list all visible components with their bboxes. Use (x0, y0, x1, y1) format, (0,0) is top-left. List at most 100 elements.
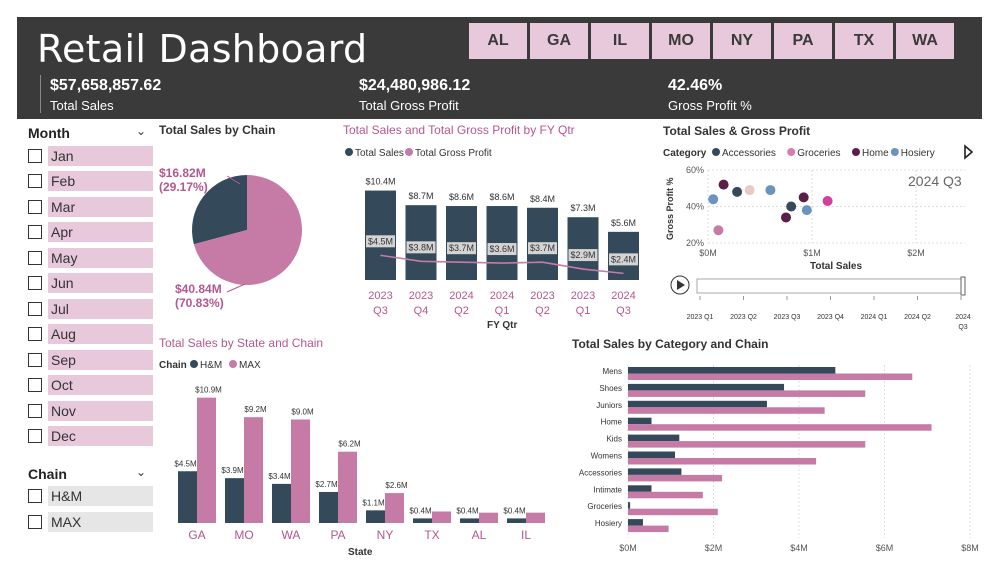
scatter-point[interactable] (765, 185, 776, 196)
hm-bar[interactable] (225, 478, 244, 523)
pie-slice-max[interactable] (193, 175, 302, 285)
chevron-down-icon[interactable]: ⌄ (136, 465, 147, 479)
month-option[interactable]: Jun (28, 273, 153, 293)
pie-chart[interactable]: $16.82M (29.17%) $40.84M (70.83%) (155, 140, 320, 315)
max-bar[interactable] (244, 417, 263, 523)
state-button-il[interactable]: IL (591, 23, 649, 59)
max-bar[interactable] (628, 441, 866, 448)
checkbox[interactable] (28, 404, 42, 418)
scatter-point[interactable] (781, 212, 791, 223)
sales-profit-scatter-chart[interactable]: Category Accessories Groceries Home Hosiery… (660, 140, 980, 335)
max-bar[interactable] (338, 451, 357, 523)
max-bar[interactable] (628, 474, 723, 482)
profit-data-label: $3.6M (489, 244, 514, 254)
month-option[interactable]: Oct (28, 375, 153, 395)
month-option[interactable]: Feb (28, 171, 153, 191)
play-button[interactable] (670, 275, 690, 295)
state-button-ga[interactable]: GA (530, 23, 588, 59)
checkbox[interactable] (28, 327, 42, 341)
month-option[interactable]: Jan (28, 146, 153, 166)
max-bar[interactable] (385, 493, 404, 523)
hm-bar[interactable] (628, 417, 652, 425)
checkbox[interactable] (28, 515, 42, 529)
scatter-point[interactable] (718, 179, 729, 190)
hm-bar[interactable] (413, 518, 432, 523)
checkbox[interactable] (28, 174, 42, 188)
month-option[interactable]: Jul (28, 299, 153, 319)
state-button-ny[interactable]: NY (713, 23, 771, 59)
hm-bar[interactable] (628, 468, 682, 475)
max-bar[interactable] (628, 458, 817, 465)
timeline-track[interactable] (696, 278, 964, 294)
checkbox[interactable] (28, 251, 42, 265)
scatter-point[interactable] (713, 225, 724, 236)
max-bar[interactable] (479, 512, 498, 523)
hm-bar[interactable] (366, 510, 385, 523)
month-option[interactable]: Dec (28, 426, 153, 446)
hm-bar[interactable] (628, 400, 767, 408)
chain-option[interactable]: MAX (28, 512, 153, 532)
hm-bar[interactable] (628, 485, 652, 492)
checkbox[interactable] (28, 200, 42, 214)
play-forward-icon[interactable] (964, 144, 974, 160)
hm-bar[interactable] (628, 451, 676, 459)
checkbox[interactable] (28, 149, 42, 163)
max-bar[interactable] (628, 525, 669, 533)
hm-bar[interactable] (628, 383, 785, 391)
scatter-point[interactable] (744, 185, 755, 196)
max-bar[interactable] (628, 508, 718, 516)
chain-option[interactable]: H&M (28, 486, 153, 506)
state-button-tx[interactable]: TX (835, 23, 893, 59)
hm-bar[interactable] (507, 518, 526, 523)
max-bar[interactable] (526, 512, 545, 523)
hm-bar[interactable] (272, 483, 291, 523)
scatter-point[interactable] (798, 192, 809, 203)
max-bar[interactable] (628, 407, 825, 414)
max-bar[interactable] (628, 373, 913, 381)
checkbox[interactable] (28, 489, 42, 503)
state-button-pa[interactable]: PA (774, 23, 832, 59)
sales-profit-qtr-chart[interactable]: Total Sales Total Gross Profit $10.4M $4.… (340, 140, 660, 335)
max-bar[interactable] (291, 419, 310, 524)
month-option[interactable]: Nov (28, 401, 153, 421)
pie-slice-hm[interactable] (192, 175, 247, 245)
category-chain-chart[interactable]: $0M $2M $4M $6M $8M Mens Shoes Juniors Home Kids W… (565, 355, 990, 560)
max-bar[interactable] (432, 511, 451, 524)
hm-bar[interactable] (628, 502, 631, 509)
timeline-handle[interactable] (960, 276, 966, 296)
chevron-down-icon[interactable]: ⌄ (136, 124, 147, 138)
state-button-al[interactable]: AL (469, 23, 527, 59)
hm-bar[interactable] (460, 518, 479, 523)
hm-bar[interactable] (628, 519, 643, 526)
state-button-wa[interactable]: WA (896, 23, 954, 59)
checkbox[interactable] (28, 353, 42, 367)
max-bar[interactable] (628, 390, 866, 397)
checkbox[interactable] (28, 225, 42, 239)
scatter-point[interactable] (822, 196, 833, 207)
max-bar[interactable] (628, 491, 703, 499)
checkbox[interactable] (28, 276, 42, 290)
max-bar[interactable] (628, 424, 932, 431)
scatter-point[interactable] (786, 201, 797, 212)
bar-data-label: $0.4M (409, 506, 432, 515)
hm-bar[interactable] (628, 367, 836, 374)
max-bar[interactable] (197, 397, 216, 523)
state-chain-chart[interactable]: Chain H&M MAX $4.5M $10.9M GA $3.9M $9.2M MO $… (155, 352, 555, 560)
scatter-point[interactable] (708, 194, 719, 205)
checkbox[interactable] (28, 429, 42, 443)
scatter-point[interactable] (801, 205, 812, 216)
checkbox[interactable] (28, 378, 42, 392)
month-option[interactable]: Apr (28, 222, 153, 242)
month-option[interactable]: May (28, 248, 153, 268)
checkbox[interactable] (28, 302, 42, 316)
month-option[interactable]: Sep (28, 350, 153, 370)
hm-bar[interactable] (319, 491, 338, 523)
hm-bar[interactable] (628, 434, 680, 442)
scatter-point[interactable] (732, 186, 743, 197)
hm-bar[interactable] (178, 471, 197, 523)
state-button-mo[interactable]: MO (652, 23, 710, 59)
month-option[interactable]: Aug (28, 324, 153, 344)
month-option[interactable]: Mar (28, 197, 153, 217)
legend-title: Chain (159, 360, 187, 371)
month-label: Jul (48, 299, 153, 319)
